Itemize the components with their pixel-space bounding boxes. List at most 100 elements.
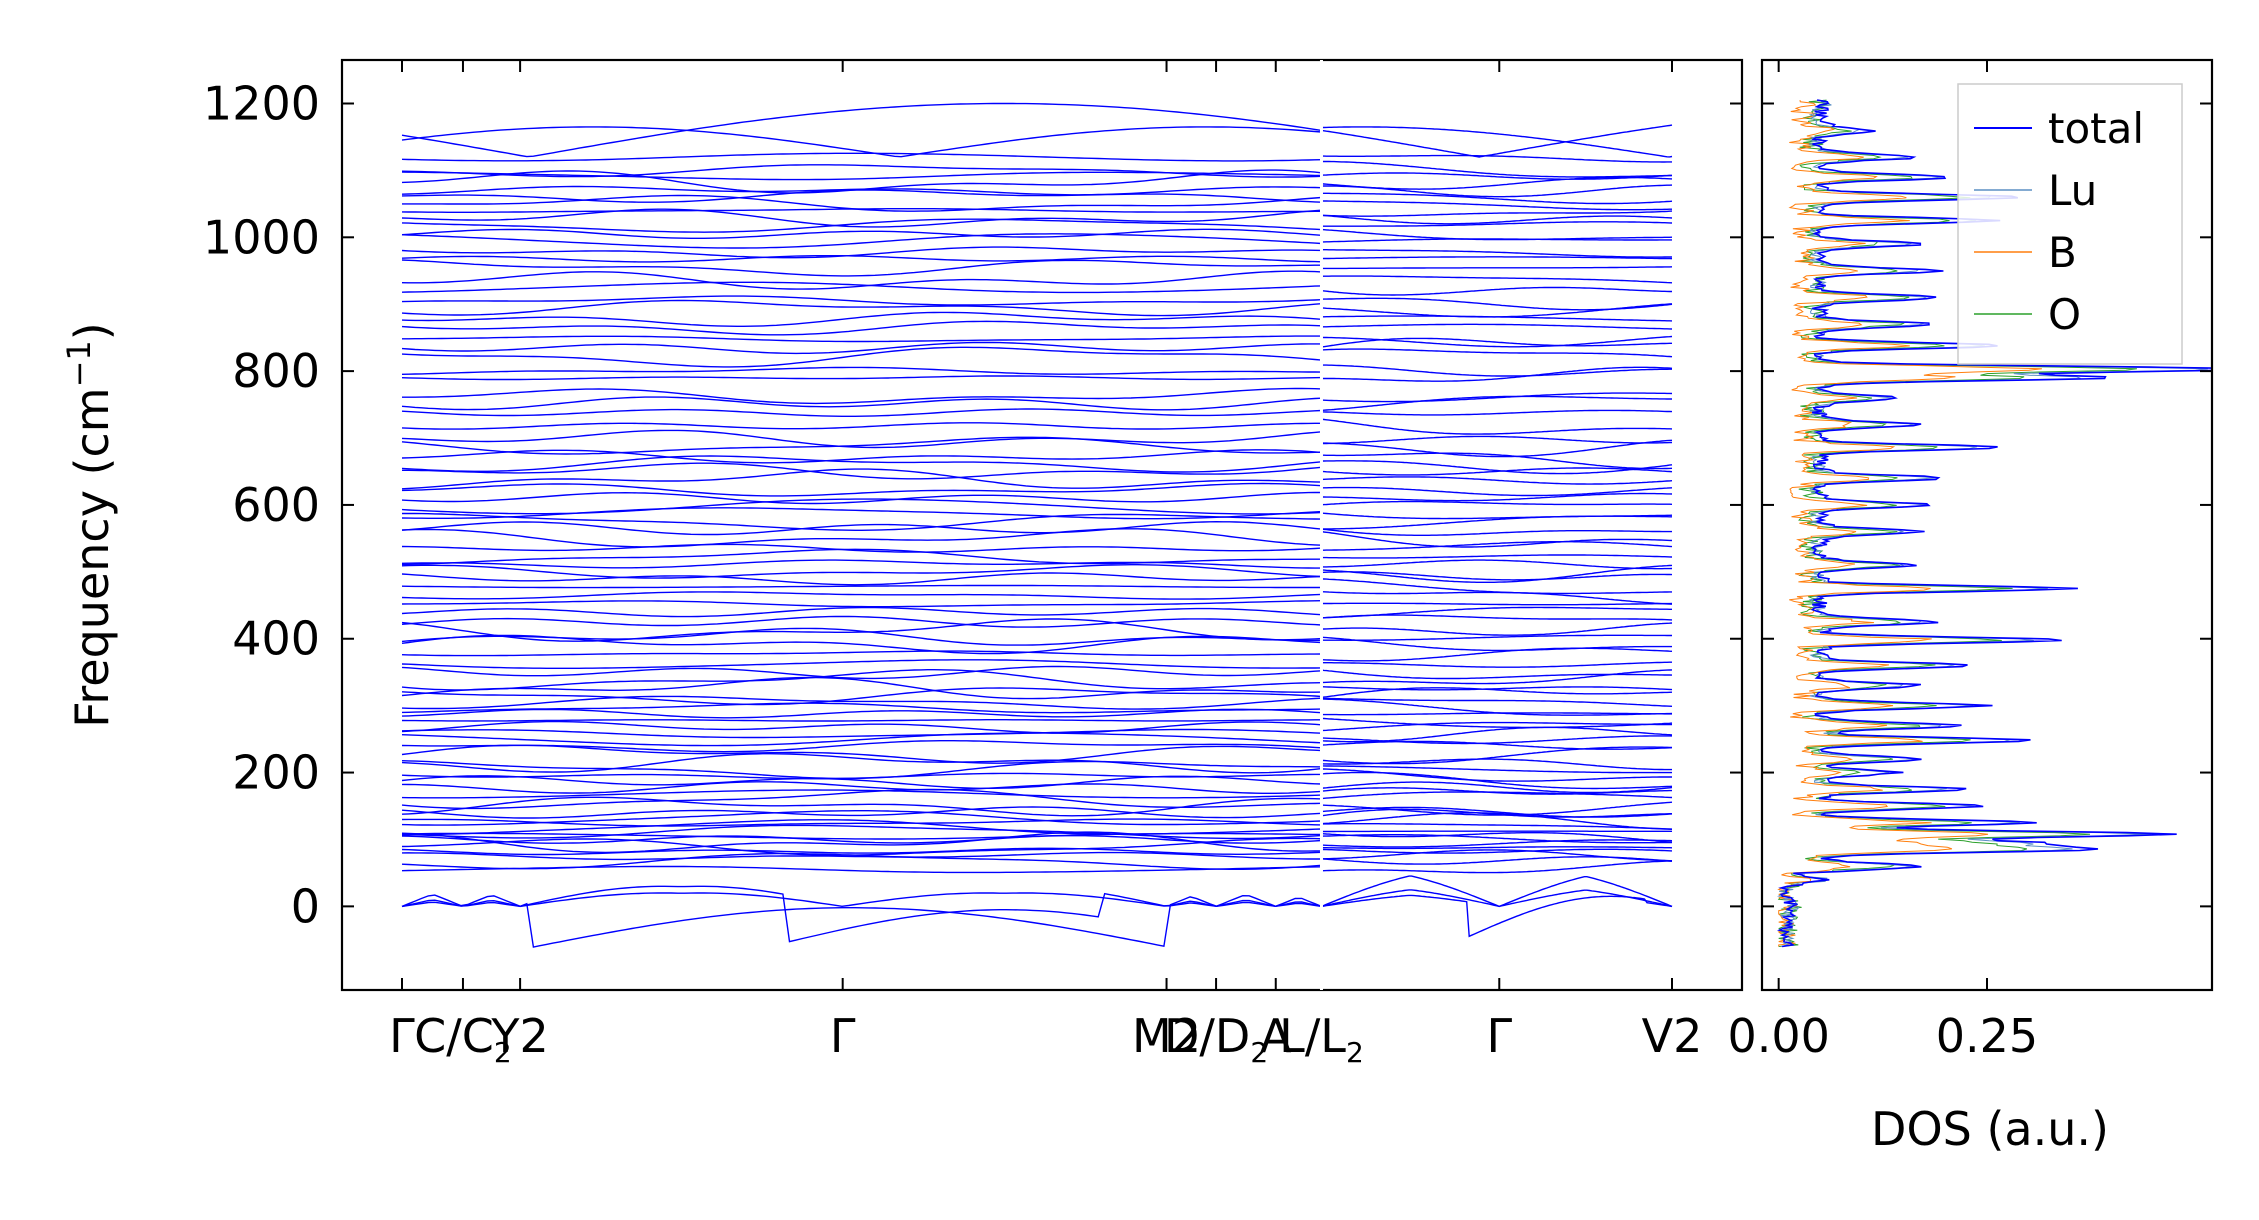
- band-line-46-seg-1: [1321, 578, 1672, 595]
- band-line-38-seg-1: [1321, 647, 1673, 662]
- band-line-37-seg-0: [401, 659, 1322, 669]
- band-line-69-seg-0: [401, 375, 1322, 381]
- band-line-94-seg-1: [1321, 154, 1672, 163]
- band-line-87-seg-1: [1321, 210, 1673, 217]
- band-line-88-seg-0: [402, 194, 1322, 212]
- band-line-56-seg-0: [401, 498, 1322, 515]
- ytick-label-200: 200: [232, 746, 320, 800]
- band-line-84-seg-1: [1321, 228, 1673, 241]
- band-line-27-seg-0: [401, 728, 1322, 739]
- band-line-78-seg-0: [401, 281, 1322, 294]
- band-line-32-seg-1: [1321, 697, 1673, 707]
- band-line-44-seg-1: [1321, 602, 1673, 606]
- band-line-34-seg-1: [1321, 686, 1673, 691]
- band-line-50-seg-0: [401, 548, 1322, 566]
- band-line-96-seg-1: [1321, 124, 1673, 158]
- band-line-85-seg-0: [401, 218, 1322, 233]
- band-line-96-seg-0: [401, 102, 1322, 158]
- dos-series-total: [1776, 99, 2212, 948]
- band-line-80-seg-1: [1321, 266, 1673, 270]
- band-line-56-seg-1: [1321, 500, 1673, 506]
- band-line-16-seg-0: [401, 796, 1322, 817]
- band-line-85-seg-1: [1321, 221, 1673, 227]
- band-line-59-seg-1: [1321, 476, 1673, 485]
- band-line-18-seg-0: [401, 789, 1322, 799]
- band-line-84-seg-0: [401, 228, 1322, 239]
- band-line-61-seg-0: [401, 455, 1322, 473]
- band-line-35-seg-1: [1321, 669, 1673, 685]
- band-line-89-seg-1: [1321, 192, 1673, 205]
- band-line-81-seg-1: [1321, 256, 1673, 260]
- band-frame: [340, 58, 1744, 992]
- band-line-40-seg-1: [1321, 634, 1672, 641]
- band-line-76-seg-0: [401, 299, 1322, 317]
- dos-xtick-label-1: 0.25: [1936, 1009, 2038, 1063]
- band-line-74-seg-0: [401, 320, 1322, 336]
- band-line-72-seg-0: [401, 341, 1322, 355]
- band-line-91-seg-1: [1321, 176, 1673, 190]
- legend: total Lu BO: [1957, 83, 2183, 365]
- band-line-54-seg-0: [402, 512, 1322, 531]
- band-line-28-seg-1: [1321, 721, 1672, 732]
- band-line-91-seg-0: [401, 169, 1322, 194]
- band-line-5-seg-1: [1321, 849, 1672, 862]
- band-line-65-seg-1: [1321, 418, 1673, 435]
- band-line-81-seg-0: [401, 255, 1322, 263]
- band-line-15-seg-0: [401, 806, 1322, 819]
- kpoint-label-0: Γ: [389, 1009, 415, 1063]
- band-line-17-seg-0: [401, 788, 1322, 810]
- band-line-26-seg-0: [401, 732, 1322, 747]
- kpoint-label-6: A: [1260, 1009, 1292, 1063]
- band-lines: [401, 102, 1673, 948]
- band-line-52-seg-1: [1321, 530, 1673, 548]
- band-line-28-seg-0: [401, 720, 1322, 734]
- band-line-8-seg-1: [1321, 839, 1673, 848]
- band-line-63-seg-1: [1321, 439, 1673, 458]
- band-line-64-seg-1: [1321, 435, 1673, 445]
- band-line-30-seg-0: [401, 708, 1322, 719]
- legend-label-total: total: [2048, 104, 2144, 153]
- kpoint-label-2: Y2: [490, 1009, 548, 1063]
- band-line-12-seg-0: [402, 819, 1322, 836]
- ytick-label-0: 0: [291, 879, 320, 933]
- band-line-51-seg-1: [1321, 541, 1673, 551]
- band-line-14-seg-1: [1321, 808, 1672, 818]
- band-line-44-seg-0: [401, 600, 1322, 608]
- band-line-25-seg-0: [401, 740, 1322, 753]
- legend-label-lu: Lu: [2048, 166, 2097, 215]
- legend-box: [1957, 83, 2183, 365]
- band-line-71-seg-0: [401, 346, 1322, 368]
- band-line-12-seg-1: [1321, 823, 1673, 830]
- band-line-57-seg-1: [1321, 492, 1673, 502]
- kpoint-label-1: C/C2: [414, 1009, 512, 1069]
- band-line-39-seg-0: [401, 634, 1322, 655]
- band-line-13-seg-0: [401, 818, 1322, 827]
- band-line-22-seg-0: [401, 760, 1322, 780]
- band-line-59-seg-0: [401, 468, 1322, 490]
- band-line-50-seg-1: [1321, 554, 1673, 559]
- band-line-9-seg-1: [1321, 834, 1672, 844]
- band-line-45-seg-0: [401, 591, 1322, 600]
- band-line-31-seg-0: [401, 702, 1322, 714]
- band-line-82-seg-0: [401, 246, 1322, 259]
- band-line-62-seg-0: [401, 449, 1322, 464]
- band-line-48-seg-0: [401, 564, 1322, 579]
- band-line-86-seg-1: [1321, 214, 1673, 225]
- band-line-82-seg-1: [1321, 249, 1672, 258]
- band-line-64-seg-0: [401, 429, 1322, 449]
- dos-lines: [1776, 99, 2212, 948]
- band-line-80-seg-0: [401, 259, 1322, 277]
- band-line-13-seg-1: [1321, 812, 1673, 830]
- band-line-6-seg-0: [401, 847, 1322, 856]
- band-line-77-seg-1: [1321, 297, 1673, 311]
- band-line-11-seg-0: [401, 824, 1322, 840]
- band-line-1-seg-0: [401, 885, 1322, 943]
- band-line-94-seg-0: [401, 152, 1322, 162]
- band-line-61-seg-1: [1321, 460, 1673, 475]
- band-line-31-seg-1: [1321, 698, 1673, 716]
- band-line-23-seg-0: [401, 753, 1322, 774]
- band-line-58-seg-1: [1321, 486, 1673, 497]
- band-line-47-seg-0: [401, 572, 1322, 586]
